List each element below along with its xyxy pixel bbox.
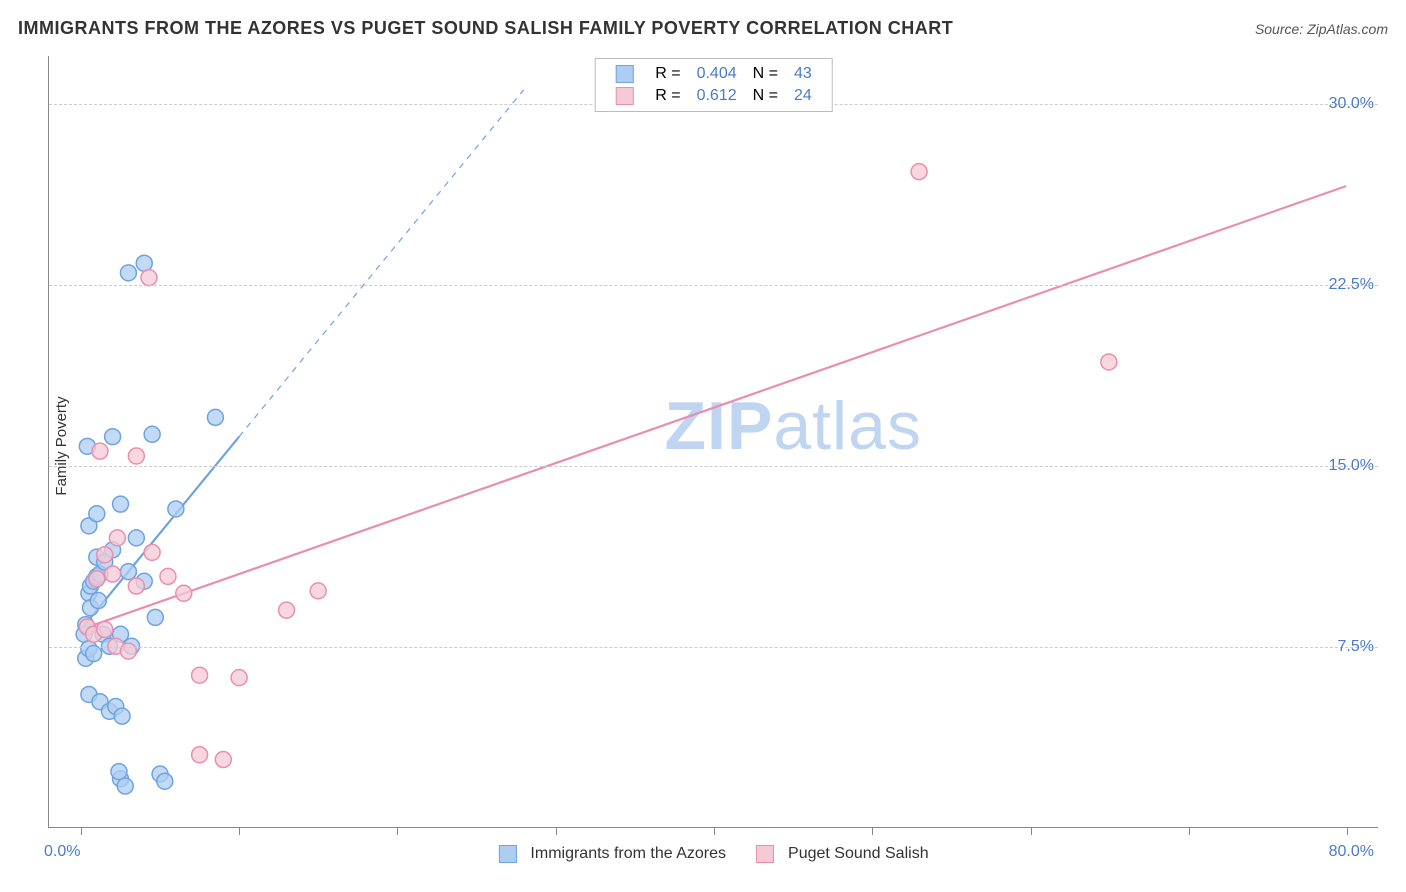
data-point-series-0 — [89, 506, 105, 522]
legend-series: Immigrants from the Azores Puget Sound S… — [498, 845, 928, 863]
x-tick — [239, 827, 240, 835]
legend-r-value-1: 0.612 — [689, 85, 745, 107]
data-point-series-0 — [120, 265, 136, 281]
trend-line-dashed-0 — [239, 90, 524, 437]
data-point-series-0 — [114, 708, 130, 724]
x-tick — [81, 827, 82, 835]
legend-r-label-0: R = — [647, 63, 688, 85]
legend-stats: R = 0.404 N = 43 R = 0.612 N = 24 — [594, 58, 833, 112]
data-point-series-0 — [120, 564, 136, 580]
legend-swatch-0 — [615, 65, 633, 83]
data-point-series-0 — [117, 778, 133, 794]
data-point-series-1 — [105, 566, 121, 582]
data-point-series-1 — [128, 578, 144, 594]
data-point-series-0 — [90, 593, 106, 609]
y-tick-label: 30.0% — [1329, 95, 1382, 113]
data-point-series-1 — [128, 448, 144, 464]
data-point-series-1 — [89, 571, 105, 587]
y-tick-label: 22.5% — [1329, 276, 1382, 294]
data-point-series-1 — [160, 568, 176, 584]
legend-swatch-series-1 — [756, 845, 774, 863]
data-point-series-0 — [105, 429, 121, 445]
data-point-series-1 — [144, 544, 160, 560]
data-point-series-1 — [192, 747, 208, 763]
data-point-series-0 — [147, 609, 163, 625]
data-point-series-1 — [215, 752, 231, 768]
legend-r-value-0: 0.404 — [689, 63, 745, 85]
data-point-series-1 — [176, 585, 192, 601]
data-point-series-1 — [279, 602, 295, 618]
data-point-series-1 — [141, 270, 157, 286]
y-tick-label: 15.0% — [1329, 457, 1382, 475]
legend-series-item-1: Puget Sound Salish — [756, 845, 929, 863]
x-tick — [397, 827, 398, 835]
x-axis-max-label: 80.0% — [1329, 843, 1374, 861]
chart-header: IMMIGRANTS FROM THE AZORES VS PUGET SOUN… — [18, 18, 1388, 39]
data-point-series-1 — [1101, 354, 1117, 370]
data-point-series-1 — [97, 621, 113, 637]
data-point-series-1 — [192, 667, 208, 683]
x-tick — [872, 827, 873, 835]
data-point-series-1 — [310, 583, 326, 599]
x-tick — [714, 827, 715, 835]
legend-swatch-series-0 — [498, 845, 516, 863]
x-tick — [1189, 827, 1190, 835]
legend-series-item-0: Immigrants from the Azores — [498, 845, 726, 863]
data-point-series-0 — [128, 530, 144, 546]
trend-line-1 — [81, 186, 1346, 629]
legend-swatch-1 — [615, 87, 633, 105]
data-point-series-1 — [231, 670, 247, 686]
scatter-svg — [49, 56, 1378, 827]
legend-stats-row-0: R = 0.404 N = 43 — [607, 63, 820, 85]
data-point-series-1 — [911, 164, 927, 180]
y-tick-label: 7.5% — [1338, 638, 1382, 656]
data-point-series-1 — [109, 530, 125, 546]
data-point-series-0 — [111, 764, 127, 780]
data-point-series-0 — [113, 496, 129, 512]
gridline — [49, 466, 1378, 467]
gridline — [49, 647, 1378, 648]
legend-n-value-1: 24 — [786, 85, 820, 107]
data-point-series-0 — [136, 255, 152, 271]
chart-plot-area: ZIPatlas R = 0.404 N = 43 R = 0.612 N = … — [48, 56, 1378, 828]
x-tick — [1347, 827, 1348, 835]
legend-r-label-1: R = — [647, 85, 688, 107]
legend-n-label-0: N = — [745, 63, 786, 85]
data-point-series-0 — [157, 773, 173, 789]
legend-n-label-1: N = — [745, 85, 786, 107]
legend-series-label-0: Immigrants from the Azores — [530, 845, 726, 863]
data-point-series-1 — [120, 643, 136, 659]
data-point-series-1 — [97, 547, 113, 563]
legend-stats-row-1: R = 0.612 N = 24 — [607, 85, 820, 107]
data-point-series-0 — [168, 501, 184, 517]
data-point-series-0 — [144, 426, 160, 442]
x-axis-min-label: 0.0% — [44, 843, 80, 861]
gridline — [49, 285, 1378, 286]
x-tick — [1031, 827, 1032, 835]
x-tick — [556, 827, 557, 835]
legend-series-label-1: Puget Sound Salish — [788, 845, 929, 863]
data-point-series-0 — [207, 409, 223, 425]
chart-title: IMMIGRANTS FROM THE AZORES VS PUGET SOUN… — [18, 18, 953, 39]
source-label: Source: ZipAtlas.com — [1255, 21, 1388, 37]
legend-n-value-0: 43 — [786, 63, 820, 85]
data-point-series-1 — [92, 443, 108, 459]
